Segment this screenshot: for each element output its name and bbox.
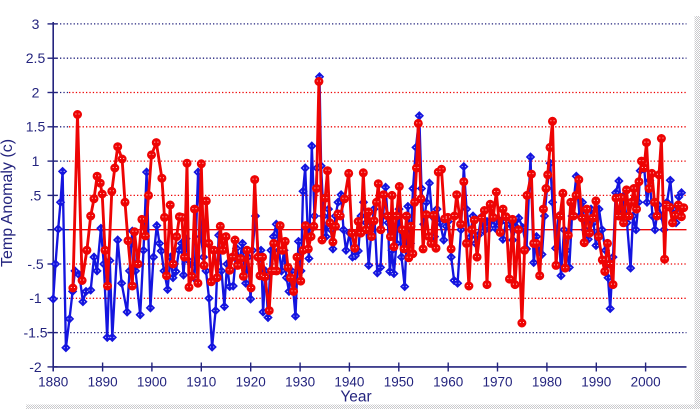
- svg-text:1970: 1970: [482, 375, 512, 390]
- svg-text:1950: 1950: [384, 375, 414, 390]
- svg-text:1990: 1990: [581, 375, 611, 390]
- svg-text:1980: 1980: [532, 375, 562, 390]
- svg-text:1910: 1910: [186, 375, 216, 390]
- svg-text:2000: 2000: [631, 375, 661, 390]
- svg-text:1880: 1880: [38, 375, 68, 390]
- svg-text:1890: 1890: [88, 375, 118, 390]
- svg-text:-1.5: -1.5: [23, 325, 47, 341]
- svg-text:Temp Anomaly (c): Temp Anomaly (c): [0, 139, 16, 267]
- svg-text:2.5: 2.5: [26, 50, 46, 66]
- svg-text:1930: 1930: [285, 375, 315, 390]
- svg-text:1.5: 1.5: [26, 119, 46, 135]
- svg-text:1940: 1940: [334, 375, 364, 390]
- svg-text:Year: Year: [340, 389, 371, 406]
- svg-text:1: 1: [32, 153, 40, 169]
- svg-text:3: 3: [32, 16, 40, 32]
- svg-text:1900: 1900: [137, 375, 167, 390]
- svg-text:2: 2: [32, 84, 40, 100]
- svg-text:1960: 1960: [433, 375, 463, 390]
- svg-text:-2: -2: [29, 359, 42, 375]
- svg-text:1920: 1920: [236, 375, 266, 390]
- svg-text:-.5: -.5: [27, 256, 44, 272]
- svg-text:.5: .5: [30, 187, 42, 203]
- svg-text:-1: -1: [29, 290, 42, 306]
